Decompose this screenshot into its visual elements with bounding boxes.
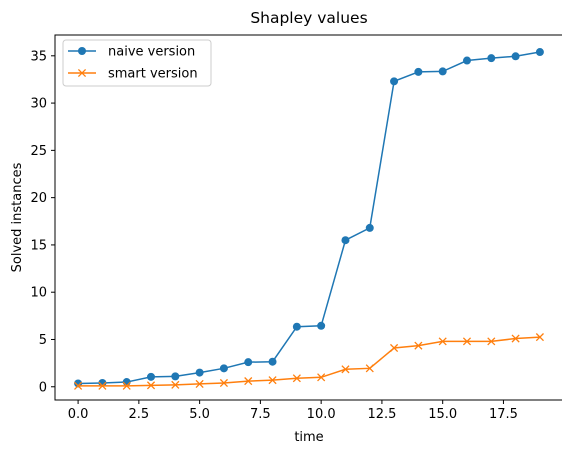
chart-title: Shapley values — [250, 9, 367, 27]
data-point — [195, 368, 204, 377]
axes-ticks: 0.0 2.5 5.0 7.5 10.0 12.5 15.0 17.5 0 5 10 15 20 25 30… — [30, 49, 517, 422]
data-point — [390, 343, 399, 353]
data-point — [98, 378, 107, 387]
data-point — [268, 357, 277, 366]
legend-entry: naive version — [68, 45, 195, 60]
data-point — [171, 372, 180, 381]
legend: naive version smart version — [62, 39, 212, 87]
x-tick-label: 12.5 — [367, 407, 396, 422]
data-point — [414, 67, 423, 76]
data-point — [244, 377, 253, 386]
data-point — [98, 381, 107, 390]
data-point — [438, 337, 447, 346]
data-point — [122, 381, 131, 390]
legend-entry: smart version — [68, 67, 198, 82]
x-tick-label: 2.5 — [129, 407, 150, 422]
data-point — [317, 321, 326, 330]
legend-label: smart version — [108, 67, 198, 82]
x-tick-label: 5.0 — [189, 407, 210, 422]
data-point — [462, 56, 471, 65]
data-point — [511, 334, 520, 343]
data-point — [292, 322, 301, 331]
data-point — [365, 364, 374, 373]
x-tick-label: 7.5 — [250, 407, 271, 422]
y-tick-label: 20 — [30, 191, 47, 206]
series-line-0 — [78, 51, 541, 385]
data-point — [535, 333, 544, 342]
series-line-1 — [78, 336, 540, 387]
plot-frame — [54, 34, 562, 401]
data-point — [511, 52, 520, 61]
y-tick-label: 35 — [30, 49, 47, 64]
x-tick-label: 0.0 — [68, 407, 89, 422]
y-tick-label: 30 — [30, 97, 47, 112]
legend-box — [62, 39, 212, 87]
x-tick-label: 15.0 — [428, 407, 457, 422]
x-tick-label: 10.0 — [307, 407, 336, 422]
y-tick-label: 10 — [30, 286, 47, 301]
data-point — [341, 365, 350, 374]
data-point — [292, 374, 301, 383]
data-point — [122, 378, 131, 387]
data-point — [195, 379, 204, 388]
y-tick-label: 25 — [30, 144, 47, 159]
y-tick-label: 0 — [39, 380, 47, 395]
x-axis-label: time — [294, 430, 323, 445]
data-point — [219, 378, 228, 388]
data-point — [147, 372, 156, 381]
y-axis-label: Solved instances — [10, 162, 25, 272]
data-point — [268, 376, 277, 385]
data-point — [219, 364, 228, 373]
data-point — [414, 341, 423, 350]
data-point — [390, 77, 399, 86]
y-tick-label: 5 — [39, 333, 47, 348]
data-point — [487, 337, 496, 346]
y-tick-label: 15 — [30, 238, 47, 253]
legend-label: naive version — [108, 45, 195, 60]
plot-area — [74, 48, 544, 390]
x-tick-label: 17.5 — [489, 407, 518, 422]
data-point — [487, 54, 496, 63]
data-point — [171, 380, 180, 389]
data-point — [438, 67, 447, 76]
data-point — [462, 337, 472, 346]
data-point — [365, 223, 374, 232]
data-point — [535, 48, 544, 57]
data-point — [317, 373, 326, 382]
data-point — [146, 381, 156, 390]
data-point — [244, 358, 253, 367]
data-point — [74, 381, 83, 390]
data-point — [341, 236, 350, 245]
